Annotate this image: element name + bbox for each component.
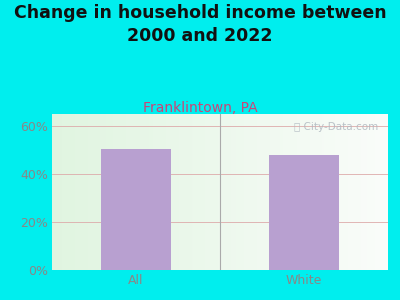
Text: Franklintown, PA: Franklintown, PA — [143, 100, 257, 115]
Text: Change in household income between
2000 and 2022: Change in household income between 2000 … — [14, 4, 386, 45]
Bar — [101, 149, 171, 270]
Bar — [269, 155, 339, 270]
Text: ⓘ City-Data.com: ⓘ City-Data.com — [294, 122, 378, 132]
